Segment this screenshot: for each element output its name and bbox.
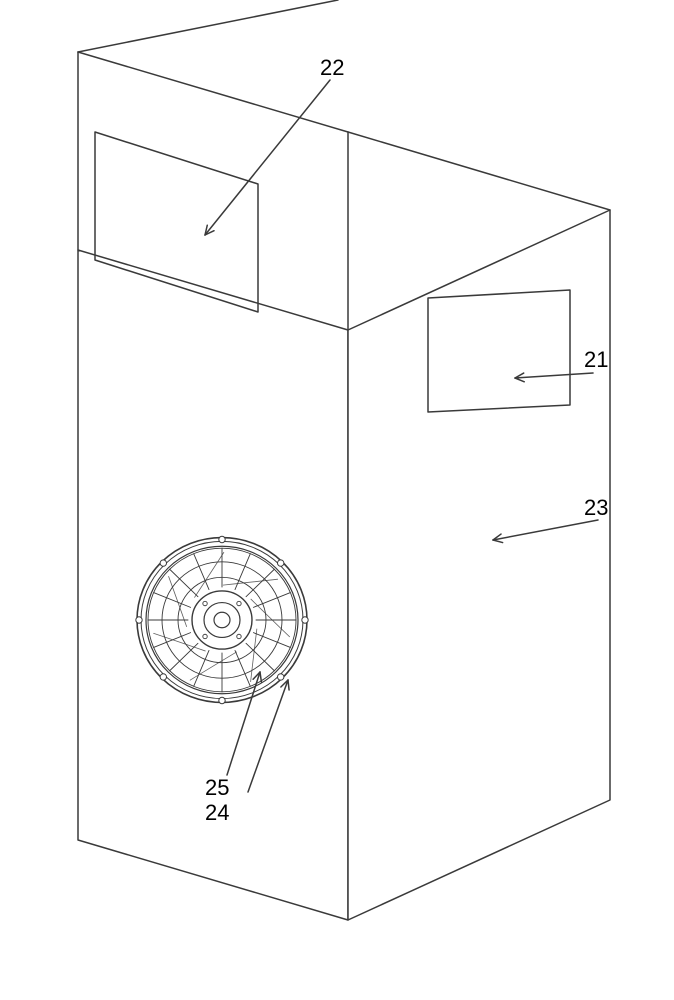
callout-23: 23 xyxy=(584,495,608,521)
figure-canvas: 22 21 23 25 24 xyxy=(0,0,674,1000)
callout-21: 21 xyxy=(584,347,608,373)
callout-25: 25 xyxy=(205,775,229,801)
diagram-svg xyxy=(0,0,674,1000)
callout-22: 22 xyxy=(320,55,344,81)
callout-24: 24 xyxy=(205,800,229,826)
